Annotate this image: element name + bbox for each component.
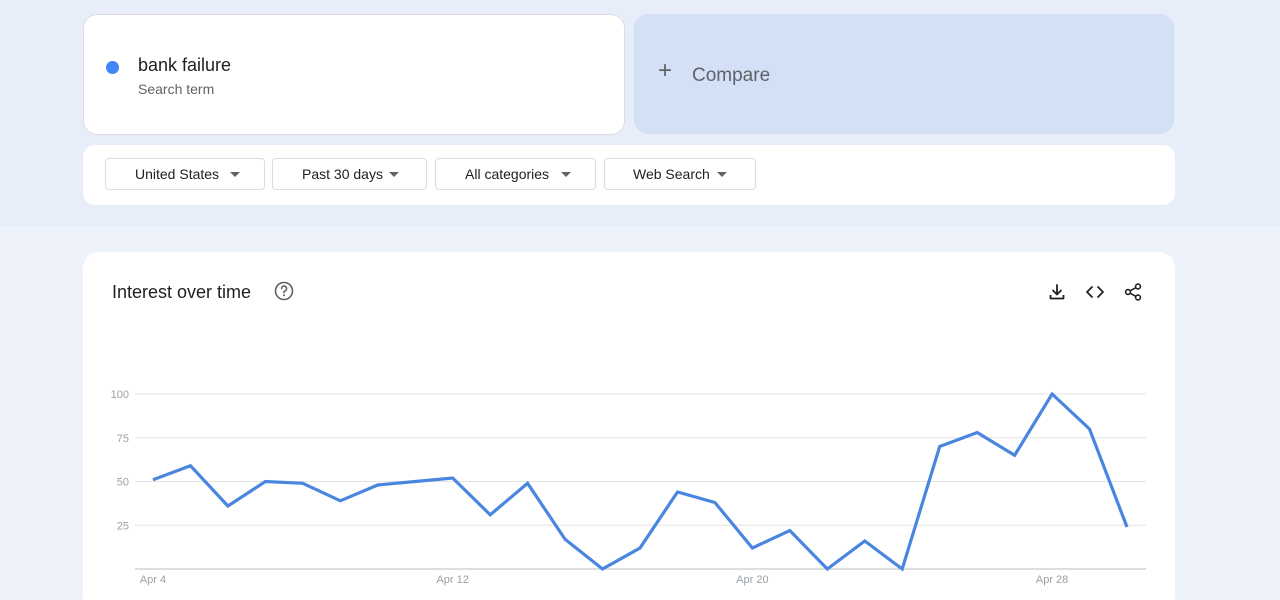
search-term-name[interactable]: bank failure [138, 55, 232, 75]
help-circle-icon[interactable] [274, 281, 294, 301]
data-point [1125, 525, 1129, 529]
embed-code-icon[interactable] [1085, 282, 1105, 302]
share-icon[interactable] [1123, 282, 1143, 302]
term-color-dot [106, 61, 119, 74]
filter-time-range[interactable]: Past 30 days [272, 158, 427, 190]
data-point [1050, 392, 1054, 396]
caret-down-icon [230, 172, 240, 177]
x-tick-label: Apr 20 [736, 574, 768, 586]
data-point [713, 501, 717, 505]
data-point [675, 490, 679, 494]
interest-over-time-card: Interest over time 25 50 75 100 Apr 4 Apr 12 A… [83, 252, 1175, 600]
filter-search-type[interactable]: Web Search [604, 158, 756, 190]
filter-location[interactable]: United States [105, 158, 265, 190]
data-point [788, 529, 792, 533]
caret-down-icon [389, 172, 399, 177]
data-point [188, 464, 192, 468]
x-tick-label: Apr 4 [140, 574, 166, 586]
y-tick-label: 25 [117, 520, 129, 532]
filter-category-label: All categories [465, 166, 550, 182]
filter-search-type-label: Web Search [633, 166, 710, 182]
search-term-subtitle: Search term [138, 81, 215, 97]
search-term-card[interactable]: bank failure Search term [83, 14, 625, 135]
caret-down-icon [561, 172, 571, 177]
download-icon[interactable] [1047, 282, 1067, 302]
interest-line-chart: 25 50 75 100 Apr 4 Apr 12 Apr 20 Apr 28 [111, 389, 1146, 586]
filter-bar: United States Past 30 days All categorie… [83, 145, 1175, 205]
data-point [638, 546, 642, 550]
plus-icon: + [658, 57, 673, 84]
filter-location-label: United States [135, 166, 220, 182]
data-point [488, 513, 492, 517]
data-point [451, 476, 455, 480]
data-point [863, 539, 867, 543]
x-tick-label: Apr 12 [436, 574, 468, 586]
panel-title: Interest over time [112, 282, 252, 302]
data-point [975, 431, 979, 435]
filter-time-range-label: Past 30 days [302, 166, 383, 182]
y-tick-label: 75 [117, 433, 129, 445]
data-point [413, 480, 417, 484]
data-point [376, 483, 380, 487]
data-point [601, 567, 605, 571]
data-point [526, 481, 530, 485]
data-point [825, 567, 829, 571]
y-tick-label: 100 [111, 389, 129, 401]
compare-button[interactable]: + Compare [634, 14, 1174, 134]
y-tick-label: 50 [117, 477, 129, 489]
data-point [900, 567, 904, 571]
data-point [151, 478, 155, 482]
data-point [301, 481, 305, 485]
data-point [1088, 427, 1092, 431]
data-point [938, 445, 942, 449]
caret-down-icon [717, 172, 727, 177]
filter-category[interactable]: All categories [435, 158, 596, 190]
data-point [563, 537, 567, 541]
x-tick-label: Apr 28 [1036, 574, 1068, 586]
data-point [226, 504, 230, 508]
series-line-bank-failure [152, 391, 1129, 572]
data-point [1013, 453, 1017, 457]
compare-label: Compare [692, 65, 771, 86]
data-point [338, 499, 342, 503]
data-point [263, 480, 267, 484]
data-point [750, 546, 754, 550]
